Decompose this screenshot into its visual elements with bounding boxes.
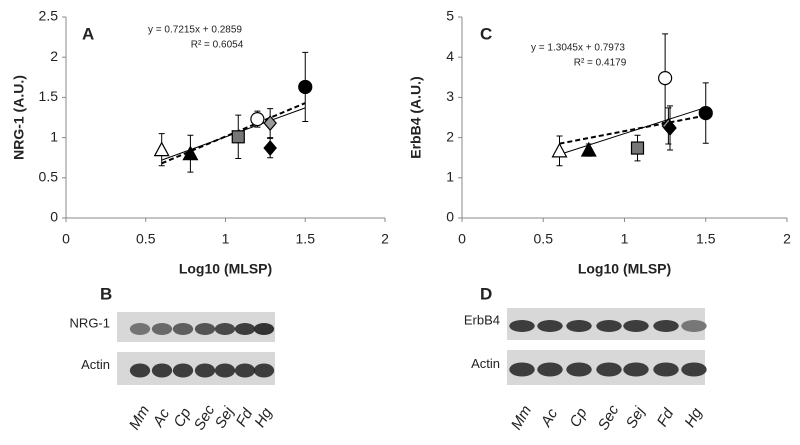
x-tick-label: 1.5	[696, 231, 716, 247]
panel-label: D	[480, 284, 492, 303]
blot-band	[509, 362, 535, 377]
y-tick-label: 4	[446, 48, 454, 64]
blot-band	[234, 323, 256, 335]
panel-label: A	[82, 24, 94, 43]
lane-label: Cp	[566, 405, 590, 430]
lane-label: Ac	[537, 405, 561, 430]
lane-label: Sej	[623, 404, 649, 432]
x-tick-label: 1.5	[296, 231, 316, 247]
blot-band	[623, 362, 649, 377]
x-tick-label: 2	[783, 231, 791, 247]
marker	[250, 112, 265, 127]
blot-band	[566, 320, 592, 332]
lane-label: Mm	[508, 403, 535, 433]
marker	[663, 120, 677, 136]
y-axis-title: ErbB4 (A.U.)	[408, 76, 424, 158]
trendline	[559, 106, 706, 155]
blot-band	[194, 323, 216, 335]
blot-band	[194, 363, 216, 378]
y-tick-label: 5	[446, 8, 454, 24]
trendline	[161, 102, 306, 165]
marker	[263, 115, 277, 132]
equation: y = 0.7215x + 0.2859	[148, 25, 242, 36]
blot-band	[172, 323, 194, 335]
y-tick-label: 0	[50, 209, 58, 225]
y-tick-label: 2.5	[39, 8, 59, 24]
equation: R² = 0.6054	[191, 40, 244, 51]
lane-label: Fd	[233, 405, 257, 429]
x-tick-label: 2	[381, 231, 389, 247]
panel-label: B	[100, 284, 112, 303]
x-axis-title: Log10 (MLSP)	[179, 261, 272, 277]
blot-band	[129, 323, 151, 335]
x-tick-label: 1	[621, 231, 629, 247]
blot-band	[509, 320, 535, 332]
blot-band	[234, 363, 256, 378]
lane-label: Mm	[126, 403, 153, 433]
blot-band	[537, 362, 563, 377]
lane-label: Fd	[654, 405, 678, 429]
blot-band	[537, 320, 563, 332]
marker	[298, 79, 313, 95]
y-tick-label: 0.5	[39, 169, 59, 185]
lane-label: Cp	[170, 405, 194, 430]
equation: y = 1.3045x + 0.7973	[531, 43, 625, 54]
blot-band	[653, 362, 679, 377]
y-tick-label: 1	[446, 169, 454, 185]
x-tick-label: 0	[62, 231, 70, 247]
lane-label: Ac	[149, 405, 173, 430]
blot-band	[151, 363, 173, 378]
marker	[153, 141, 170, 157]
marker	[630, 141, 645, 155]
equation: R² = 0.4179	[574, 58, 627, 69]
lane-label: Sec	[595, 402, 623, 433]
y-tick-label: 3	[446, 88, 454, 104]
lane-label: Hg	[251, 405, 276, 431]
marker	[263, 140, 277, 156]
blot-band	[151, 323, 173, 335]
blot-row-label: ErbB4	[464, 312, 500, 327]
x-tick-label: 0.5	[534, 231, 554, 247]
x-tick-label: 1	[222, 231, 230, 247]
blot-band	[596, 320, 622, 332]
blot-band	[653, 320, 679, 332]
blot-row-label: Actin	[471, 356, 500, 371]
y-tick-label: 0	[446, 209, 454, 225]
blot-band	[681, 320, 707, 332]
marker	[698, 105, 713, 121]
x-axis-title: Log10 (MLSP)	[578, 261, 671, 277]
panel-label: C	[480, 24, 492, 43]
marker	[182, 145, 199, 161]
blot-band	[253, 323, 275, 335]
blot-band	[596, 362, 622, 377]
blot-band	[214, 323, 236, 335]
blot-band	[681, 362, 707, 377]
marker	[658, 71, 673, 86]
lane-label: Hg	[681, 405, 706, 431]
blot-row-label: Actin	[81, 357, 110, 372]
y-tick-label: 2	[446, 128, 454, 144]
blot-band	[129, 363, 151, 378]
blot-band	[623, 320, 649, 332]
marker	[551, 142, 568, 158]
blot-band	[214, 363, 236, 378]
x-tick-label: 0	[458, 231, 466, 247]
blot-band	[253, 363, 275, 378]
y-axis-title: NRG-1 (A.U.)	[11, 75, 27, 160]
x-tick-label: 0.5	[136, 231, 156, 247]
y-tick-label: 1	[50, 128, 58, 144]
marker	[580, 141, 597, 157]
marker	[231, 130, 245, 144]
blot-band	[566, 362, 592, 377]
y-tick-label: 1.5	[39, 88, 59, 104]
y-tick-label: 2	[50, 48, 58, 64]
trendline	[559, 114, 706, 145]
blot-band	[172, 363, 194, 378]
blot-row-label: NRG-1	[70, 315, 110, 330]
